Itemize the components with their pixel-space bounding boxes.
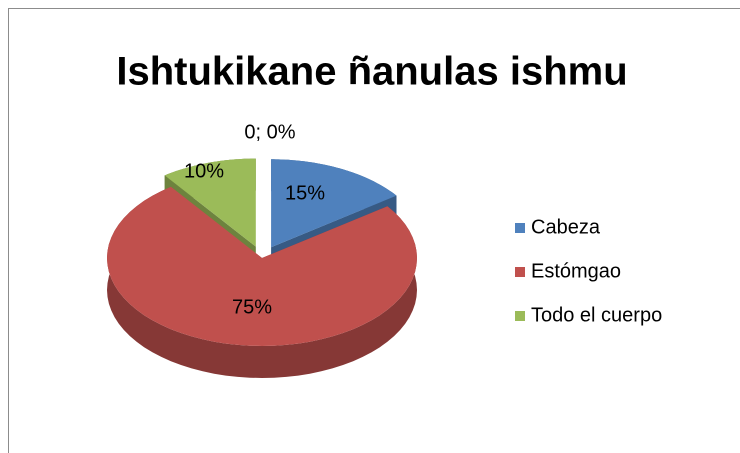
data-label: 15% <box>285 182 325 204</box>
legend-swatch <box>515 311 525 321</box>
pie-slice <box>271 159 397 248</box>
chart-title: Ishtukikane ñanulas ishmu <box>116 50 627 94</box>
legend-label: Cabeza <box>531 216 601 238</box>
pie-slice <box>164 158 256 247</box>
pie-slice <box>107 186 417 346</box>
legend-swatch <box>515 223 525 233</box>
legend-label: Todo el cuerpo <box>531 304 662 326</box>
data-label: 0; 0% <box>244 121 295 143</box>
data-label: 75% <box>232 296 272 318</box>
data-label: 10% <box>184 160 224 182</box>
legend-swatch <box>515 267 525 277</box>
legend-label: Estómgao <box>531 260 621 282</box>
